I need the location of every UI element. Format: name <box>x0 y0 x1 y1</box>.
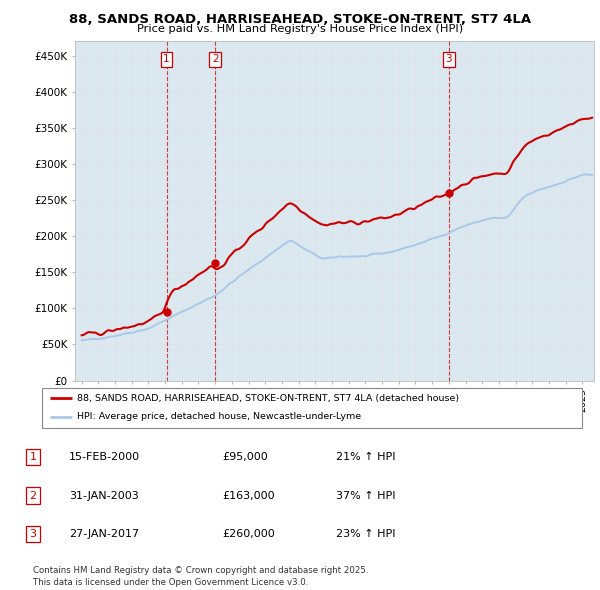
Text: 1: 1 <box>29 453 37 462</box>
Text: 88, SANDS ROAD, HARRISEAHEAD, STOKE-ON-TRENT, ST7 4LA (detached house): 88, SANDS ROAD, HARRISEAHEAD, STOKE-ON-T… <box>77 394 459 403</box>
Text: £163,000: £163,000 <box>222 491 275 500</box>
Text: 3: 3 <box>446 54 452 64</box>
Text: Contains HM Land Registry data © Crown copyright and database right 2025.
This d: Contains HM Land Registry data © Crown c… <box>33 566 368 587</box>
Text: £260,000: £260,000 <box>222 529 275 539</box>
Text: 2: 2 <box>29 491 37 500</box>
Text: Price paid vs. HM Land Registry's House Price Index (HPI): Price paid vs. HM Land Registry's House … <box>137 24 463 34</box>
Text: 1: 1 <box>163 54 170 64</box>
Text: HPI: Average price, detached house, Newcastle-under-Lyme: HPI: Average price, detached house, Newc… <box>77 412 361 421</box>
Text: 31-JAN-2003: 31-JAN-2003 <box>69 491 139 500</box>
Text: 88, SANDS ROAD, HARRISEAHEAD, STOKE-ON-TRENT, ST7 4LA: 88, SANDS ROAD, HARRISEAHEAD, STOKE-ON-T… <box>69 13 531 26</box>
Text: 37% ↑ HPI: 37% ↑ HPI <box>336 491 395 500</box>
FancyBboxPatch shape <box>42 388 582 428</box>
Text: £95,000: £95,000 <box>222 453 268 462</box>
Text: 27-JAN-2017: 27-JAN-2017 <box>69 529 139 539</box>
Text: 23% ↑ HPI: 23% ↑ HPI <box>336 529 395 539</box>
Text: 21% ↑ HPI: 21% ↑ HPI <box>336 453 395 462</box>
Text: 3: 3 <box>29 529 37 539</box>
Text: 2: 2 <box>212 54 218 64</box>
Text: 15-FEB-2000: 15-FEB-2000 <box>69 453 140 462</box>
